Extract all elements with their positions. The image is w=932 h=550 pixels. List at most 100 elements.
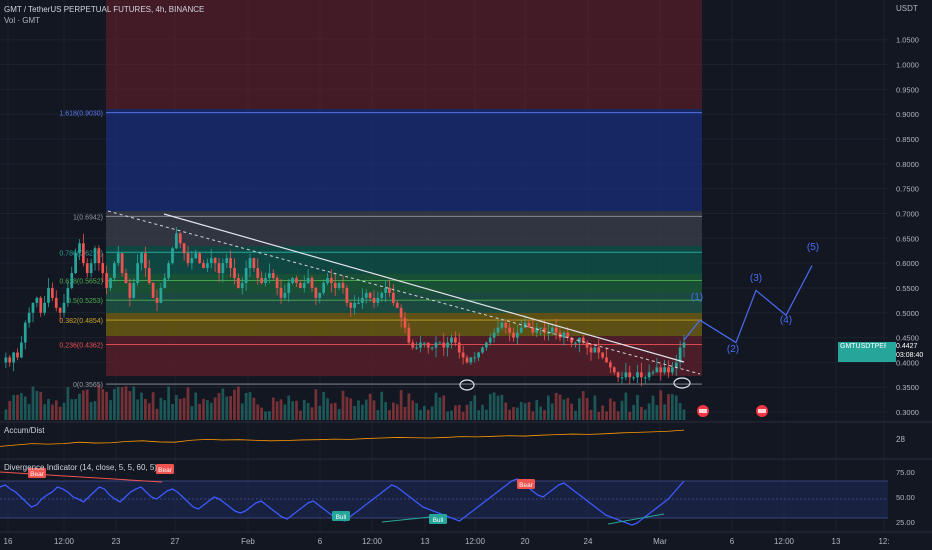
- candle-body: [120, 253, 124, 274]
- volume-bar: [500, 394, 504, 420]
- time-axis-label: 23: [112, 537, 121, 546]
- candle-body: [105, 273, 108, 288]
- accum-dist-axis-label: 28: [896, 435, 905, 444]
- elliott-wave-path[interactable]: [683, 265, 813, 344]
- volume-bar: [198, 403, 201, 420]
- volume-bar: [101, 389, 105, 420]
- volume-bar: [62, 402, 66, 420]
- volume-bar: [291, 401, 294, 420]
- candle-body: [47, 287, 50, 303]
- volume-bar: [578, 398, 581, 420]
- volume-bar: [175, 395, 178, 420]
- candle-body: [221, 263, 225, 274]
- candle-body: [605, 357, 608, 363]
- volume-bar: [461, 411, 465, 420]
- volume-bar: [109, 400, 112, 420]
- time-axis-label: 12:00: [465, 537, 486, 546]
- divergence-title[interactable]: Divergence Indicator (14, close, 5, 5, 6…: [4, 463, 157, 472]
- price-axis[interactable]: 1.0500 1.0000 0.9500 0.9000 0.8500 0.8000 0.75…: [896, 36, 919, 417]
- candle-body: [411, 342, 415, 348]
- candle-body: [240, 282, 244, 288]
- volume-bar: [182, 398, 186, 420]
- volume-bar: [23, 396, 27, 420]
- volume-bar: [8, 400, 12, 420]
- candle-body: [636, 372, 639, 378]
- time-axis[interactable]: 16 12:00 23 27 Feb 6 12:00 13 12:00 20 24 Mar 6 12:00…: [4, 537, 890, 546]
- time-axis-label: 20: [521, 537, 530, 546]
- candle-body: [457, 342, 461, 353]
- candle-body: [620, 377, 624, 379]
- volume-bar: [601, 405, 604, 420]
- signal-label: Bull: [433, 517, 444, 524]
- candle-body: [310, 278, 314, 288]
- candle-body: [531, 327, 535, 333]
- volume-bar: [217, 393, 221, 420]
- time-axis-label: 12:00: [362, 537, 383, 546]
- highlight-circle-2: [673, 377, 691, 389]
- signal-badge: [156, 464, 174, 474]
- volume-bar: [237, 386, 240, 420]
- rsi-axis-label: 75.00: [896, 468, 915, 477]
- candle-body: [190, 258, 194, 264]
- volume-bar: [589, 409, 593, 420]
- volume-bar: [562, 399, 566, 420]
- volume-bar: [16, 394, 19, 420]
- candle-body: [299, 282, 302, 288]
- volume-bar: [640, 406, 643, 420]
- candle-body: [58, 307, 62, 313]
- volume-bar: [457, 404, 461, 420]
- volume-bar: [310, 407, 314, 420]
- volume-bar: [318, 405, 322, 420]
- candle-body: [163, 278, 167, 288]
- price-axis-label: 1.0500: [896, 36, 919, 45]
- volume-bar: [620, 400, 624, 420]
- volume-bar: [302, 399, 306, 420]
- fib-zone-786: [106, 246, 702, 274]
- candle-body: [333, 282, 337, 288]
- fib-zone-1618: [106, 109, 702, 211]
- price-tag-price: 0.4427: [896, 343, 918, 350]
- candle-body: [438, 342, 442, 344]
- volume-bar: [209, 402, 213, 420]
- volume-bar: [229, 396, 232, 420]
- candle-body: [217, 263, 221, 274]
- candle-body: [612, 367, 616, 373]
- volume-bar: [116, 386, 120, 420]
- trendline-dashed[interactable]: [107, 210, 701, 375]
- signal-badge: [429, 514, 447, 524]
- elliott-wave-labels: (1) (2) (3) (4) (5): [691, 242, 819, 355]
- volume-bar: [442, 395, 446, 420]
- volume-bar: [326, 398, 329, 420]
- candle-body: [512, 332, 515, 338]
- symbol-title[interactable]: GMT / TetherUS PERPETUAL FUTURES, 4h, BI…: [4, 5, 205, 14]
- price-tag-symbol: GMTUSDTPERP: [840, 343, 886, 350]
- volume-bar: [473, 395, 477, 420]
- candle-body: [581, 337, 585, 343]
- fib-zone-top: [106, 0, 702, 109]
- fib-zone-5: [106, 293, 702, 313]
- bull-divergence-line-2: [607, 513, 665, 525]
- candle-body: [477, 352, 480, 358]
- candle-body: [206, 263, 209, 269]
- candle-body: [361, 297, 364, 303]
- accum-dist-title[interactable]: Accum/Dist: [4, 426, 45, 435]
- candle-body: [175, 233, 178, 249]
- volume-bar: [248, 392, 252, 420]
- candle-body: [589, 347, 593, 353]
- candle-body: [136, 263, 139, 283]
- candle-body: [124, 273, 128, 283]
- candle-body: [547, 332, 550, 334]
- candle-body: [368, 292, 372, 298]
- candle-body: [225, 258, 229, 264]
- candle-body: [628, 372, 632, 378]
- candle-body: [434, 342, 438, 348]
- candle-body: [442, 342, 446, 348]
- volume-bar: [93, 401, 97, 420]
- volume-bar: [585, 398, 589, 420]
- candle-body: [357, 302, 360, 304]
- candle-body: [535, 327, 539, 333]
- volume-legend[interactable]: Vol · GMT: [4, 16, 41, 25]
- trendline-solid[interactable]: [163, 213, 685, 363]
- time-axis-label: 6: [318, 537, 323, 546]
